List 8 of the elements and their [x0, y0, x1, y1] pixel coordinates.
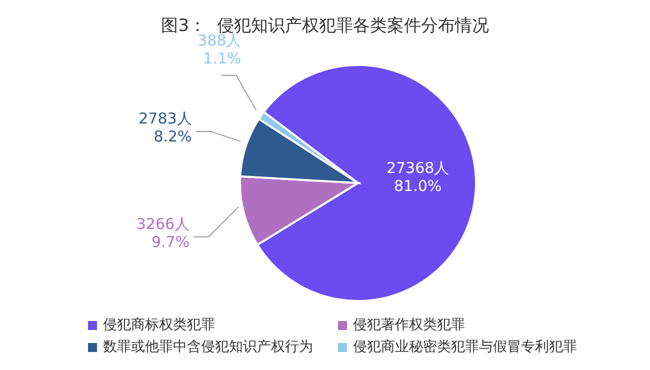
data-label: 2783人 8.2% — [138, 109, 192, 146]
data-label: 3266人 9.7% — [136, 214, 190, 251]
legend-label: 侵犯商业秘密类犯罪与假冒专利犯罪 — [352, 338, 578, 356]
legend-label: 侵犯商标权类犯罪 — [102, 316, 216, 334]
data-label: 27368人 81.0% — [386, 159, 450, 196]
legend-label: 数罪或他罪中含侵犯知识产权行为 — [102, 338, 314, 356]
chart-title: 图3： 侵犯知识产权犯罪各类案件分布情况 — [160, 15, 490, 36]
legend-label: 侵犯著作权类犯罪 — [352, 316, 466, 334]
